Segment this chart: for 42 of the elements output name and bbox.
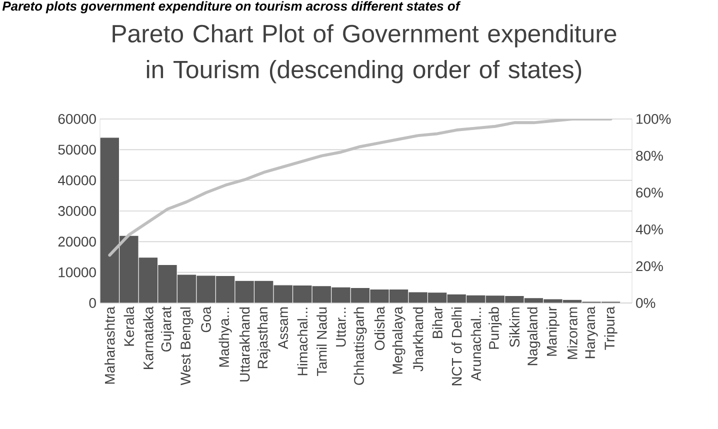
- x-tick-label: Kerala: [124, 306, 134, 346]
- x-tick-label: Jharkhand: [412, 307, 424, 372]
- x-tick-label: Rajasthan: [257, 307, 270, 368]
- x-tick-label: Nagaland: [527, 307, 540, 366]
- y-tick-label: 50000: [58, 144, 96, 155]
- y2-tick-label: 40%: [636, 224, 663, 234]
- x-tick-label: Manipur: [546, 306, 560, 356]
- y-tick-label: 30000: [58, 206, 96, 216]
- x-tick-label: Goa: [201, 306, 211, 332]
- y-tick-label: 60000: [58, 114, 96, 124]
- text: Pareto plots government expenditure on tourism across different states of: [2, 1, 461, 14]
- y2-tick-label: 20%: [636, 261, 663, 272]
- x-tick-label: Madhya...: [218, 308, 232, 367]
- y-tick-label: 20000: [58, 236, 96, 247]
- y2-tick-label: 100%: [636, 114, 671, 124]
- x-tick-label: Maharashtra: [104, 306, 115, 384]
- x-tick-label: Chhattisgarh: [354, 307, 367, 385]
- x-tick-label: Tripura: [604, 306, 618, 350]
- x-tick-label: Meghalaya: [392, 306, 406, 374]
- y-tick-label: 0: [89, 298, 96, 308]
- x-tick-label: Sikkim: [509, 307, 520, 347]
- y2-tick-label: 60%: [636, 188, 663, 198]
- x-tick-label: Uttar...: [336, 308, 346, 347]
- y-tick-label: 40000: [58, 175, 96, 186]
- x-tick-label: Assam: [278, 307, 288, 350]
- x-tick-label: Haryana: [585, 306, 598, 358]
- y-tick-label: 10000: [58, 267, 96, 278]
- x-tick-label: Himachal...: [297, 308, 308, 376]
- y2-tick-label: 80%: [636, 150, 663, 161]
- x-tick-label: Bihar: [432, 306, 442, 338]
- x-tick-label: Mizoram: [567, 307, 578, 359]
- x-tick-label: Odisha: [374, 306, 385, 350]
- x-tick-label: West Bengal: [180, 307, 194, 386]
- x-tick-label: Gujarat: [160, 306, 174, 352]
- x-tick-label: Karnataka: [143, 306, 154, 369]
- x-tick-label: Uttarakhand: [239, 307, 250, 382]
- x-tick-label: Tamil Nadu: [316, 307, 327, 376]
- x-tick-label: Arunachal...: [470, 308, 481, 381]
- chart-title: Pareto Chart Plot of Government expenditure in Tourism (descending order of states): [112, 24, 616, 84]
- y2-tick-label: 0%: [636, 298, 656, 308]
- x-tick-label: Punjab: [488, 307, 502, 349]
- x-tick-label: NCT of Delhi: [451, 307, 462, 386]
